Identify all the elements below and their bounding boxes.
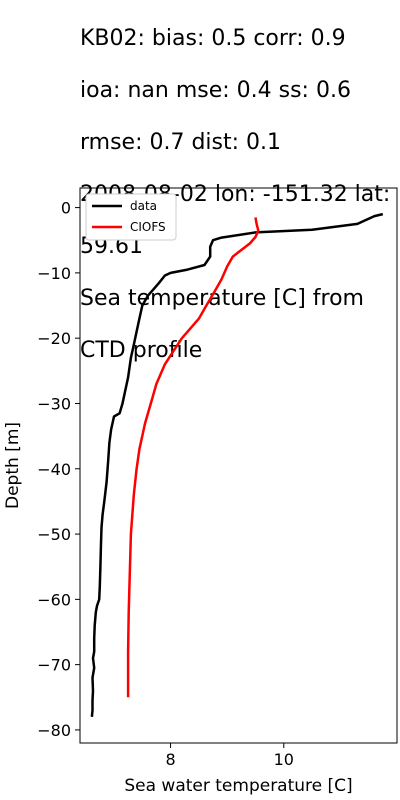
y-tick-label--10: −10 [37,264,71,283]
plot-area: 8 10 0 −10 −20 −30 −40 −50 −60 −70 −80 [37,187,398,769]
x-tick-label-8: 8 [165,750,175,769]
y-tick-label-0: 0 [61,199,71,218]
title-line-3: rmse: 0.7 dist: 0.1 [80,130,282,155]
y-tick-label--20: −20 [37,329,71,348]
chart-title: KB02: bias: 0.5 corr: 0.9 ioa: nan mse: … [80,0,400,390]
x-axis-label: Sea water temperature [C] [124,776,352,796]
title-line-2: ioa: nan mse: 0.4 ss: 0.6 [80,78,351,103]
series-line-ciofs [126,217,260,698]
legend-label-ciofs: CIOFS [130,220,166,234]
title-line-7: CTD profile [80,338,203,363]
y-tick-label--40: −40 [37,460,71,479]
x-tick-label-10: 10 [274,750,294,769]
plot-frame [79,187,398,744]
y-tick-label--60: −60 [37,590,71,609]
title-line-6: Sea temperature [C] from [80,286,364,311]
title-line-1: KB02: bias: 0.5 corr: 0.9 [80,26,346,51]
y-tick-label--50: −50 [37,525,71,544]
y-axis-label: Depth [m] [3,422,23,509]
series-line-data [90,212,384,718]
y-tick-label--30: −30 [37,394,71,413]
y-tick-label--80: −80 [37,721,71,740]
legend: data CIOFS [85,193,177,241]
y-tick-label--70: −70 [37,656,71,675]
legend-label-data: data [130,199,157,213]
